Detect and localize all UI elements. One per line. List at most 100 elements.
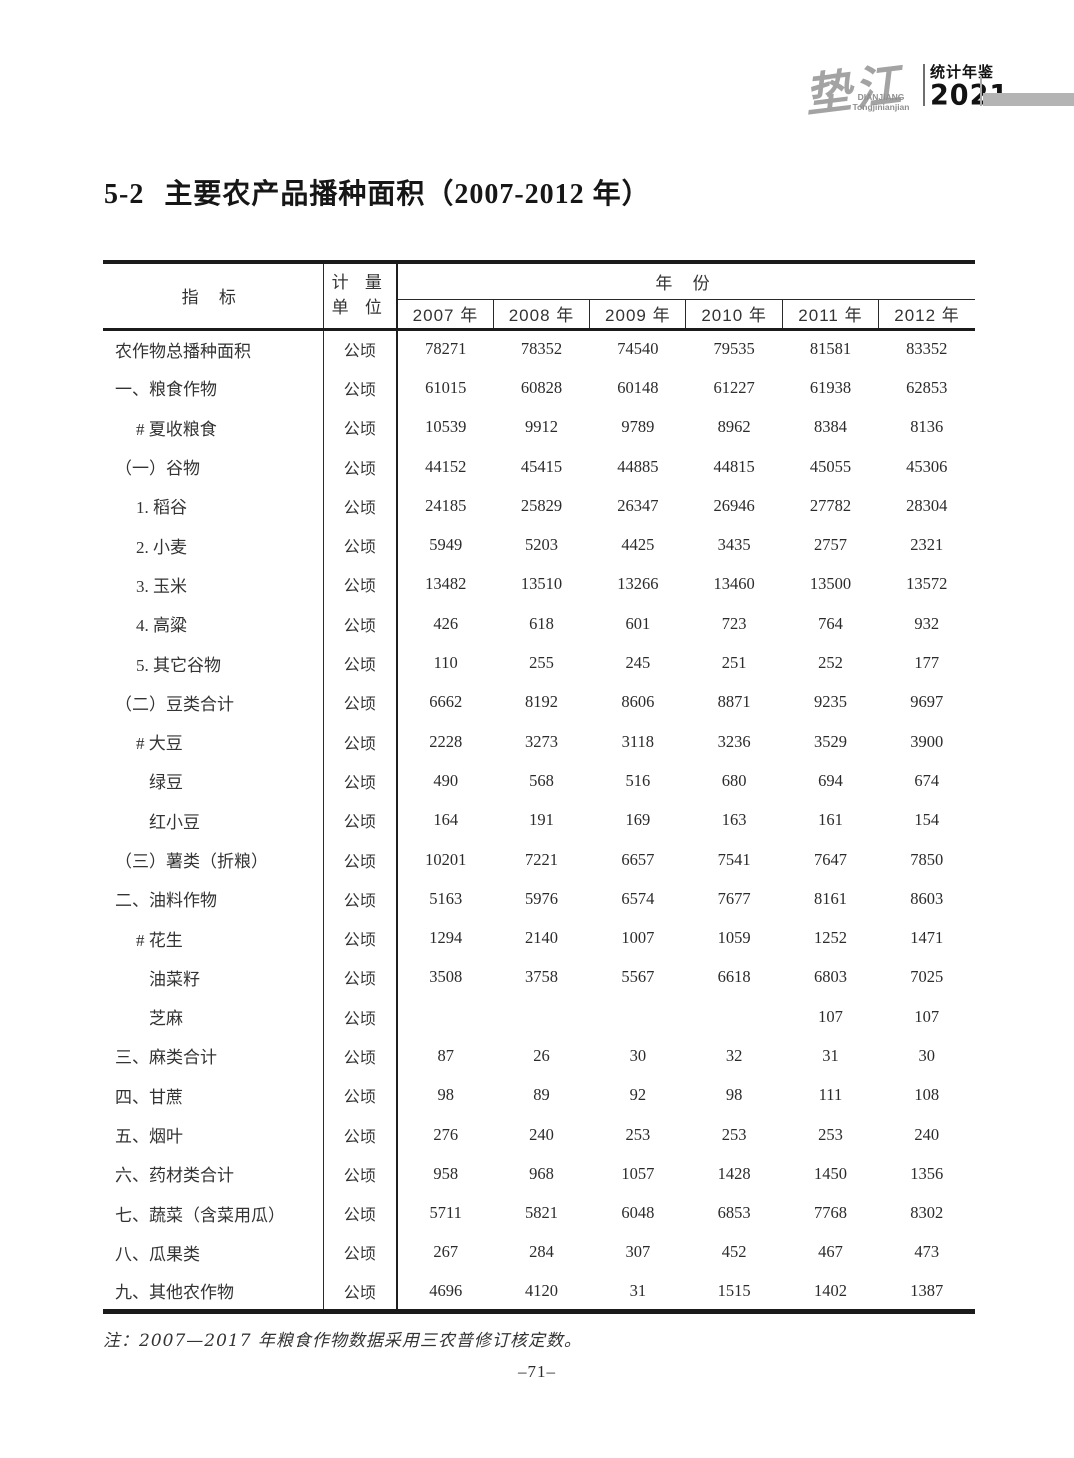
col-header-indicator: 指 标 <box>103 262 324 331</box>
cell-value <box>397 997 493 1036</box>
cell-value: 240 <box>914 1124 940 1144</box>
cell-value: 8871 <box>717 692 751 712</box>
table-row: 5. 其它谷物 公顷 110 255 245 251 252 177 <box>103 643 975 683</box>
cell-value: 7647 <box>813 849 847 869</box>
cell-value: 107 <box>914 1006 940 1026</box>
table-row: 3. 玉米 公顷 13482 13510 13266 13460 13500 13572 <box>103 564 975 605</box>
table-number: 5-2 <box>104 179 145 210</box>
cell-value: 3529 <box>813 731 847 751</box>
cell-value: 62853 <box>906 377 948 397</box>
cell-value: 674 <box>914 770 940 790</box>
cell-value: 5976 <box>525 888 558 908</box>
cell-value: 473 <box>914 1242 940 1262</box>
cell-value: 1252 <box>813 928 847 948</box>
row-unit: 公顷 <box>323 918 399 958</box>
footnote: 注：2007—2017 年粮食作物数据采用三农普修订核定数。 <box>103 1331 582 1351</box>
header-gray-bar <box>983 93 1074 106</box>
row-label: 七、蔬菜（含菜用瓜） <box>103 1193 324 1233</box>
table-row: 三、麻类合计 公顷 87 26 30 32 31 30 <box>103 1036 975 1076</box>
row-label: 芝麻 <box>103 997 324 1037</box>
cell-value: 30 <box>918 1045 936 1065</box>
row-unit: 公顷 <box>323 1232 399 1273</box>
unit-header-line2: 单 位 <box>331 297 388 317</box>
cell-value: 7850 <box>910 849 944 869</box>
cell-value: 8192 <box>525 692 558 712</box>
row-unit: 公顷 <box>323 1036 399 1076</box>
cell-value: 45055 <box>809 456 852 476</box>
sown-area-table: 指 标 计 量 单 位 年 份 2007 年 2008 年 2009 年 2010 年… <box>103 260 975 1314</box>
table-row: （一）谷物 公顷 44152 45415 44885 44815 45055 45306 <box>103 446 975 487</box>
unit-header-line1: 计 量 <box>331 273 388 293</box>
cell-value: 426 <box>433 613 459 633</box>
cell-value: 154 <box>914 810 940 830</box>
cell-value: 3758 <box>525 967 558 987</box>
cell-value: 61015 <box>425 377 467 397</box>
row-unit: 公顷 <box>323 721 399 762</box>
cell-value: 26946 <box>713 495 755 515</box>
cell-value: 5567 <box>621 967 655 987</box>
col-header-year: 2007 年 <box>397 299 494 331</box>
cell-value: 32 <box>725 1045 743 1065</box>
cell-value: 253 <box>625 1124 651 1144</box>
cell-value: 25829 <box>520 495 563 515</box>
cell-value: 252 <box>818 653 843 673</box>
cell-value: 24185 <box>425 495 467 515</box>
row-label: 五、烟叶 <box>103 1114 324 1155</box>
cell-value: 45415 <box>520 456 563 476</box>
cell-value: 9235 <box>813 692 847 712</box>
cell-value: 44815 <box>713 456 755 476</box>
cell-value: 723 <box>721 613 747 633</box>
table-row: （二）豆类合计 公顷 6662 8192 8606 8871 9235 9697 <box>103 682 975 722</box>
page-number: –71– <box>518 1362 556 1381</box>
row-unit: 公顷 <box>323 1114 399 1155</box>
cell-value: 161 <box>818 810 843 830</box>
row-label: （三）薯类（折粮） <box>103 839 324 880</box>
cell-value: 110 <box>433 653 458 673</box>
row-label: 四、甘蔗 <box>103 1075 324 1115</box>
cell-value: 7025 <box>910 967 944 987</box>
row-label: 九、其他农作物 <box>103 1272 324 1312</box>
cell-value: 61938 <box>809 377 852 397</box>
page-title: 5-2 主要农产品播种面积（2007-2012 年） <box>104 172 651 212</box>
dianjiang-calligraphy-logo: 垫江 <box>801 57 908 123</box>
row-label: 红小豆 <box>103 800 324 840</box>
row-label: 3. 玉米 <box>103 564 324 605</box>
row-unit: 公顷 <box>323 564 399 605</box>
col-header-year: 2011 年 <box>781 299 879 331</box>
cell-value: 2321 <box>910 535 944 555</box>
cell-value: 27782 <box>809 495 852 515</box>
table-row: 绿豆 公顷 490 568 516 680 694 674 <box>103 761 975 801</box>
col-header-unit: 计 量 单 位 <box>323 262 399 331</box>
cell-value: 7768 <box>813 1203 847 1223</box>
row-unit: 公顷 <box>323 879 399 919</box>
cell-value: 253 <box>818 1124 843 1144</box>
cell-value: 6048 <box>621 1203 655 1223</box>
cell-value: 307 <box>625 1242 651 1262</box>
cell-value: 111 <box>818 1085 843 1105</box>
row-unit: 公顷 <box>323 329 399 369</box>
cell-value: 26 <box>533 1045 550 1065</box>
cell-value: 92 <box>629 1085 647 1105</box>
table-row: # 夏收粮食 公顷 10539 9912 9789 8962 8384 8136 <box>103 407 975 447</box>
col-header-year: 2008 年 <box>492 299 590 331</box>
table-row: 农作物总播种面积 公顷 78271 78352 74540 79535 81581 83352 <box>103 329 975 369</box>
cell-value: 30 <box>629 1045 647 1065</box>
row-label: 六、药材类合计 <box>103 1154 324 1194</box>
cell-value: 8302 <box>910 1203 944 1223</box>
cell-value: 6618 <box>717 967 751 987</box>
row-unit: 公顷 <box>323 1075 399 1115</box>
col-header-year: 2009 年 <box>589 299 686 331</box>
cell-value: 1356 <box>910 1163 944 1183</box>
cell-value: 1428 <box>717 1163 751 1183</box>
cell-value: 44152 <box>425 456 467 476</box>
row-unit: 公顷 <box>323 997 399 1037</box>
cell-value: 81581 <box>809 339 852 359</box>
table-row: 芝麻 公顷 107 107 <box>103 997 975 1037</box>
table-row: # 花生 公顷 1294 2140 1007 1059 1252 1471 <box>103 918 975 958</box>
row-label: # 夏收粮食 <box>103 407 324 447</box>
logo-romanized-line1: DIANJIANG <box>857 92 905 102</box>
cell-value: 3236 <box>717 731 751 751</box>
row-unit: 公顷 <box>323 839 399 880</box>
cell-value: 467 <box>818 1242 843 1262</box>
cell-value: 3118 <box>621 731 654 751</box>
